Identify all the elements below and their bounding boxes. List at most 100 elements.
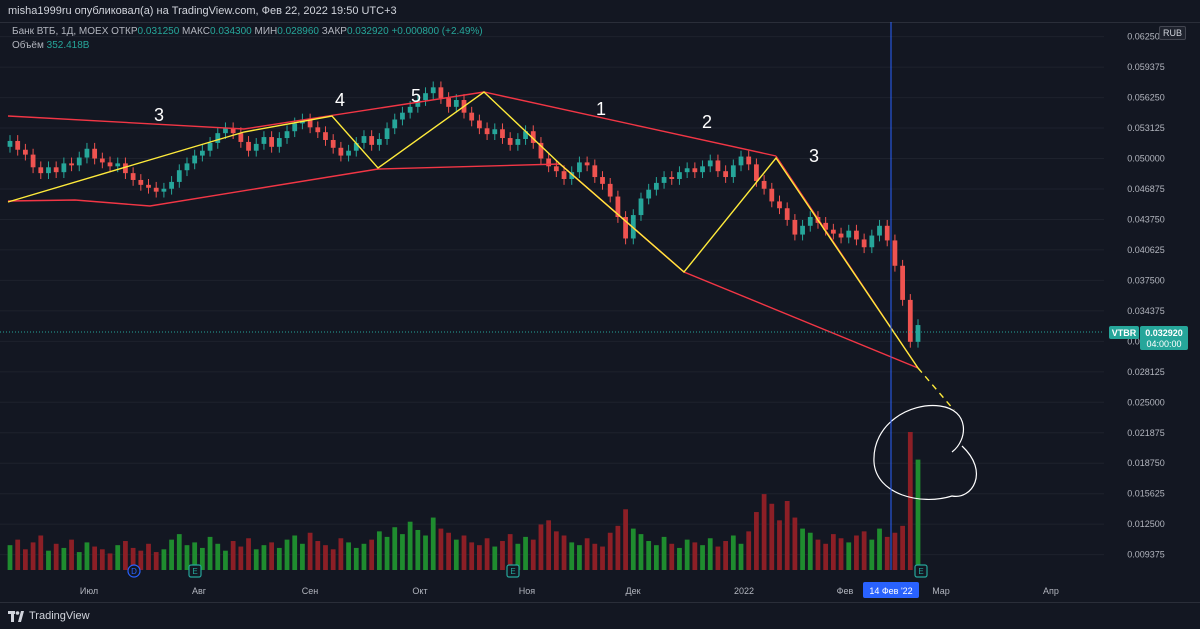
- time-tick-label: Ноя: [519, 586, 536, 596]
- wave-label: 5: [411, 86, 421, 106]
- candle-body: [477, 120, 482, 129]
- volume-bar: [192, 542, 198, 570]
- volume-bar: [807, 532, 813, 570]
- volume-bar: [754, 512, 759, 570]
- candle-body: [176, 170, 182, 182]
- chart-legend: Банк ВТБ, 1Д, MOEX ОТКР0.031250 МАКС0.03…: [12, 26, 483, 54]
- volume-bar: [523, 536, 528, 570]
- volume-bar: [353, 547, 359, 570]
- volume-bar: [176, 534, 182, 570]
- candle-body: [577, 162, 582, 173]
- candle-body: [253, 143, 259, 151]
- candle-body: [346, 150, 351, 156]
- candle-body: [746, 156, 752, 165]
- candle-body: [330, 139, 336, 148]
- candle-body: [99, 158, 105, 163]
- candle-body: [784, 208, 790, 220]
- volume-bar: [600, 546, 605, 570]
- volume-bar: [300, 543, 305, 570]
- time-axis: Июл Авг Сен Окт Ноя Дек 2022 Фев 14 Фев '22 Мар Ап…: [80, 582, 1059, 598]
- candle-body: [130, 173, 136, 180]
- candle-body: [677, 172, 682, 179]
- volume-bar: [84, 542, 90, 570]
- candle-body: [69, 163, 74, 166]
- candle-body: [407, 106, 413, 113]
- tradingview-brand[interactable]: TradingView: [8, 610, 90, 622]
- volume-bar: [76, 552, 82, 570]
- price-tick-label: 0.059375: [1127, 62, 1165, 72]
- price-chart[interactable]: 3 4 5 1 2 3 D E E E 0.062500 0.059375 0.056250 0.05…: [0, 22, 1200, 602]
- candle-body: [223, 128, 228, 134]
- time-tick-label: Авг: [192, 586, 207, 596]
- price-tick-label: 0.034375: [1127, 306, 1165, 316]
- candle-body: [615, 196, 621, 218]
- time-tick-label: Июл: [80, 586, 98, 596]
- candle-body: [238, 133, 244, 142]
- candle-body: [153, 187, 159, 192]
- candle-body: [915, 325, 921, 342]
- candle-body: [138, 179, 144, 185]
- candle-body: [653, 182, 659, 190]
- volume-bar: [761, 494, 767, 570]
- high-value: 0.034300: [209, 26, 252, 37]
- price-tag-symbol: VTBR: [1112, 328, 1137, 338]
- candle-body: [646, 189, 652, 199]
- currency-button[interactable]: RUB: [1158, 26, 1186, 40]
- volume-bar: [700, 545, 705, 570]
- candle-body: [361, 136, 367, 143]
- candle-body: [777, 201, 782, 209]
- volume-bar: [276, 547, 282, 570]
- candle-body: [7, 140, 13, 147]
- volume-bar: [769, 503, 775, 570]
- volume-bar: [169, 539, 174, 570]
- candle-body: [800, 225, 805, 235]
- volume-bar: [146, 543, 151, 570]
- volume-bar: [784, 501, 790, 570]
- earnings-marker-icon: [188, 564, 202, 578]
- volume-bar: [507, 534, 513, 570]
- volume-bar: [746, 531, 752, 570]
- candle-body: [807, 217, 813, 226]
- volume-bar: [846, 542, 852, 570]
- price-tick-label: 0.025000: [1127, 397, 1165, 407]
- candle-body: [484, 128, 490, 135]
- price-tick-label: 0.021875: [1127, 428, 1165, 438]
- wave-projection-line: [917, 367, 955, 411]
- candle-body: [415, 100, 421, 107]
- wave-label: 3: [154, 105, 164, 125]
- close-value: 0.032920: [346, 26, 389, 37]
- candle-body: [292, 123, 298, 132]
- price-tick-label: 0.037500: [1127, 275, 1165, 285]
- candle-body: [115, 163, 121, 167]
- candle-body: [61, 163, 67, 173]
- candle-body: [792, 219, 798, 235]
- candle-body: [30, 154, 36, 168]
- volume-bar: [738, 543, 744, 570]
- candle-body: [546, 158, 552, 167]
- candle-body: [600, 177, 605, 184]
- volume-bar: [723, 541, 729, 570]
- wave-label: 3: [809, 146, 819, 166]
- candle-body: [823, 222, 829, 230]
- candle-body: [538, 142, 544, 159]
- candle-body: [854, 230, 859, 240]
- candle-body: [861, 239, 867, 248]
- time-tick-label: Фев: [837, 586, 854, 596]
- candle-body: [423, 93, 428, 101]
- candle-body: [838, 233, 844, 238]
- volume-bar: [677, 547, 682, 570]
- candle-body: [738, 156, 744, 166]
- candle-body: [500, 129, 505, 139]
- price-tick-label: 0.009375: [1127, 550, 1165, 560]
- candle-body: [123, 163, 128, 174]
- volume-bar: [269, 542, 275, 570]
- symbol-label: Банк ВТБ, 1Д, MOEX: [12, 26, 109, 37]
- volume-bar: [800, 528, 805, 570]
- event-marker-label: D: [131, 567, 137, 576]
- volume-bar: [569, 542, 575, 570]
- volume-bar: [561, 535, 567, 570]
- volume-bar: [361, 543, 367, 570]
- volume-bar: [330, 549, 336, 570]
- volume-bar: [707, 538, 713, 570]
- volume-bar: [438, 528, 444, 570]
